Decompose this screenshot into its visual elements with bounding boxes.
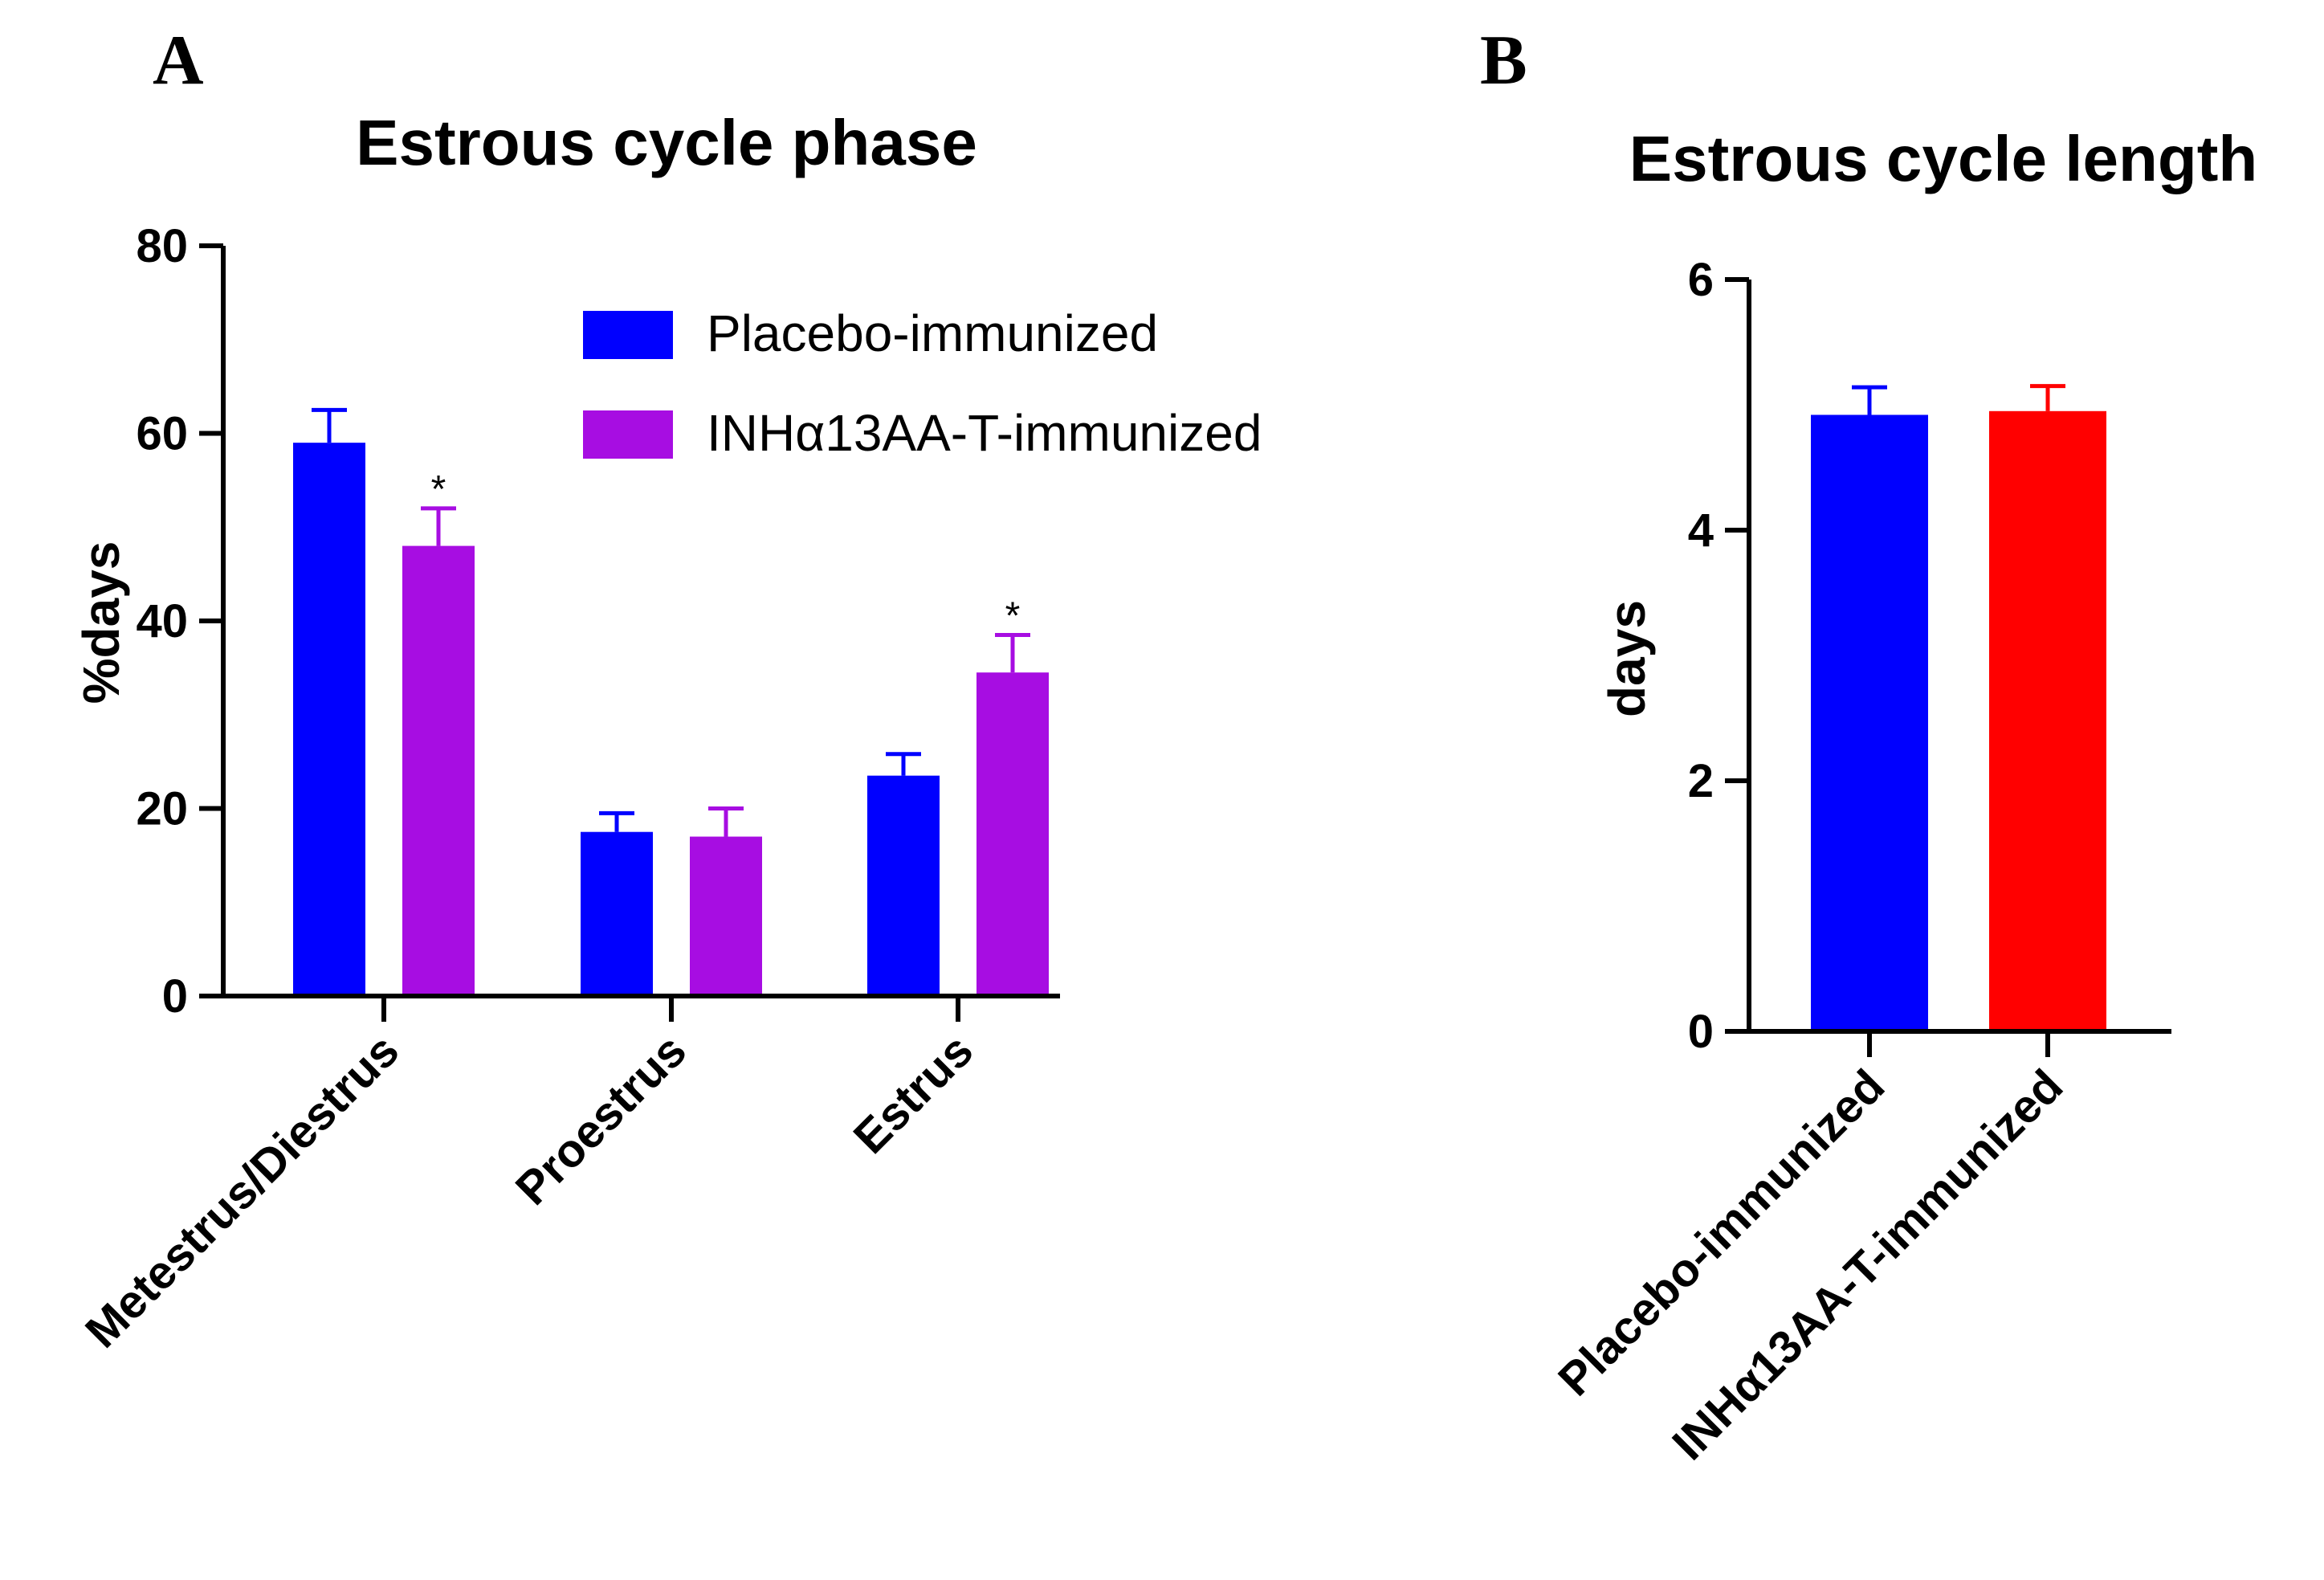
legend-swatch-placebo [583, 311, 673, 359]
significance-asterisk: * [1005, 595, 1021, 638]
panel-b: B Estrous cycle length days 0 2 4 6 Placebo… [1480, 22, 2257, 1470]
panel-b-title: Estrous cycle length [1629, 123, 2257, 194]
bar-estrus-inh-13aa-t-immunized [976, 672, 1049, 996]
panel-a-bars: ** [293, 407, 1049, 996]
bar-proestrus-inh-13aa-t-immunized [690, 836, 762, 996]
y-tick-label: 6 [1688, 254, 1714, 306]
x-tick-label-placebo-immunized: Placebo-immunized [1548, 1059, 1894, 1406]
bar-estrus-placebo-immunized [867, 775, 940, 996]
y-tick-label: 60 [136, 408, 188, 460]
bar-metestrus-diestrus-placebo-immunized [293, 443, 365, 996]
significance-asterisk: * [431, 468, 446, 511]
panel-a-y-axis-label: %days [72, 541, 130, 704]
panel-a-x-ticks: Metestrus/Diestrus Proestrus Estrus [75, 996, 983, 1357]
x-tick-label-estrus: Estrus [844, 1024, 984, 1164]
y-tick-label: 40 [136, 595, 188, 647]
y-tick-label: 80 [136, 220, 188, 272]
y-tick-label: 0 [162, 970, 188, 1023]
y-tick-label: 4 [1688, 504, 1714, 557]
x-tick-label-metestrus-diestrus: Metestrus/Diestrus [75, 1024, 409, 1357]
bar-inh-13aa-t-immunized [1989, 410, 2106, 1031]
panel-b-y-axis-label: days [1598, 600, 1656, 717]
panel-b-bars [1811, 384, 2106, 1031]
legend-swatch-inh [583, 410, 673, 459]
panel-a-letter: A [153, 22, 204, 100]
legend-label-placebo: Placebo-immunized [707, 304, 1158, 362]
panel-a-title: Estrous cycle phase [356, 107, 977, 178]
bar-metestrus-diestrus-inh-13aa-t-immunized [402, 545, 475, 996]
panel-b-letter: B [1480, 22, 1527, 100]
x-tick-label-proestrus: Proestrus [506, 1024, 696, 1215]
legend-label-inh: INHα13AA-T-immunized [707, 404, 1262, 462]
bar-proestrus-placebo-immunized [581, 831, 653, 996]
y-tick-label: 2 [1688, 755, 1714, 807]
panel-a-legend: Placebo-immunized INHα13AA-T-immunized [583, 304, 1262, 462]
y-tick-label: 0 [1688, 1006, 1714, 1058]
y-tick-label: 20 [136, 783, 188, 835]
bar-placebo-immunized [1811, 414, 1928, 1031]
panel-b-y-ticks: 0 2 4 6 [1688, 254, 1749, 1058]
panel-a-y-ticks: 0 20 40 60 80 [136, 220, 223, 1023]
